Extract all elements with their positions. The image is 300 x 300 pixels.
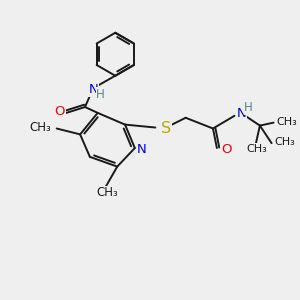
Text: CH₃: CH₃ <box>97 187 118 200</box>
Text: N: N <box>137 143 146 157</box>
Text: CH₃: CH₃ <box>277 117 297 127</box>
Text: H: H <box>96 88 105 101</box>
Text: S: S <box>161 121 171 136</box>
Text: H: H <box>244 101 253 115</box>
Text: CH₃: CH₃ <box>274 137 295 147</box>
Text: N: N <box>236 107 246 120</box>
Text: O: O <box>54 105 65 119</box>
Text: N: N <box>89 83 99 96</box>
Text: CH₃: CH₃ <box>29 121 51 134</box>
Text: CH₃: CH₃ <box>247 144 267 154</box>
Text: O: O <box>221 142 231 155</box>
